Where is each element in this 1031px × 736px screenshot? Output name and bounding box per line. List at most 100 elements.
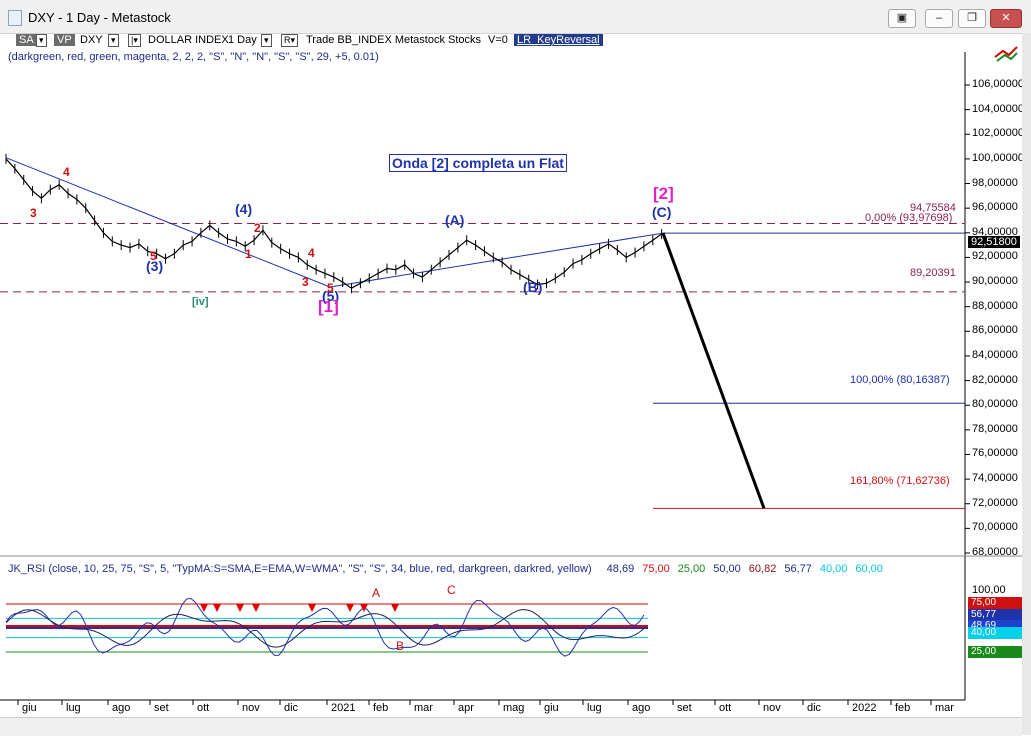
downtrend-line [5, 157, 331, 288]
y-tick-label: 68,00000 [972, 546, 1018, 558]
rsi-ma-line [5, 609, 645, 648]
rsi-down-arrow [213, 604, 221, 612]
rsi-down-arrow [346, 604, 354, 612]
x-tick-label: set [154, 702, 169, 714]
x-tick-label: lug [587, 702, 602, 714]
rsi-legend-value: 60,00 [855, 563, 883, 575]
x-tick-label: dic [807, 702, 822, 714]
rsi-annot-a: A [372, 586, 381, 600]
x-tick-label: nov [242, 702, 260, 714]
x-tick-label: feb [895, 702, 911, 714]
x-tick-label: 2021 [331, 702, 356, 714]
y-tick-label: 70,00000 [972, 521, 1018, 534]
x-tick-label: ott [197, 702, 210, 714]
x-tick-label: ott [719, 702, 732, 714]
x-axis-ticks [17, 700, 932, 705]
x-tick-label: dic [284, 702, 299, 714]
security-name: DOLLAR INDEX [148, 34, 229, 46]
sub-wave-4b-label: 4 [308, 246, 315, 260]
vp-chip[interactable]: VP [54, 34, 75, 46]
rsi-line [5, 597, 645, 657]
rsi-legend-values: 48,69 75,00 25,00 50,00 60,82 56,77 40,00 60,00 [599, 563, 883, 575]
x-tick-label: ago [112, 702, 131, 714]
fib-low-label: 89,20391 [910, 267, 956, 279]
maximize-button[interactable]: ❐ [958, 9, 986, 28]
period-dropdown-icon[interactable]: ▾ [261, 34, 272, 47]
rsi-legend-value: 56,77 [784, 563, 812, 575]
vertical-scrollbar[interactable] [1022, 33, 1031, 735]
price-series [5, 153, 663, 294]
crosshair-icon[interactable] [994, 46, 1018, 62]
wave-4-label: (4) [235, 201, 253, 217]
security-dropdown-icon[interactable]: |▾ [128, 34, 141, 47]
y-tick-label: 96,00000 [972, 201, 1018, 214]
r-button-label: R [284, 35, 291, 45]
trade-text: Trade BB_INDEX Metastock Stocks [306, 34, 482, 46]
window-title: DXY - 1 Day - Metastock [28, 10, 171, 25]
rsi-down-arrow [252, 604, 260, 612]
wave-iv-label: [iv] [192, 296, 209, 308]
fib-100-label: 100,00% (80,16387) [850, 374, 950, 386]
fib-high-label: 94,75584 [910, 202, 956, 214]
rsi-panel [5, 597, 648, 657]
chart-title-box: Onda [2] completa un Flat [389, 154, 567, 172]
y-tick-label: 72,00000 [972, 496, 1018, 509]
y-tick-label: 88,00000 [972, 299, 1018, 312]
rsi-legend-value: 25,00 [677, 563, 706, 575]
y-tick-label: 106,00000 [972, 78, 1024, 90]
rsi-value-box: 25,00 [968, 646, 1025, 658]
wave-3-label: (3) [146, 258, 164, 274]
r-button[interactable]: R▾ [281, 34, 299, 47]
rsi-down-arrow [308, 604, 316, 612]
y-tick-label: 80,00000 [972, 398, 1018, 411]
rsi-legend-value: 40,00 [819, 563, 848, 575]
x-tick-label: giu [544, 702, 559, 714]
minimize-button[interactable]: – [925, 9, 953, 28]
projection-leg [661, 232, 766, 509]
sa-chip[interactable]: SA [16, 34, 37, 46]
projection-line [661, 232, 766, 509]
rsi-value-box: 40,00 [968, 627, 1025, 639]
indicator-link[interactable]: LR_KeyReversal [514, 34, 603, 46]
window-restore-view-button[interactable]: ▣ [888, 9, 916, 28]
x-tick-label: set [677, 702, 692, 714]
fib-161-label: 161,80% (71,62736) [850, 475, 950, 487]
wave-b-label: (B) [523, 279, 543, 295]
y-tick-label: 90,00000 [972, 275, 1018, 288]
rsi-annot-b: B [396, 639, 405, 653]
sub-wave-2-label: 2 [254, 221, 261, 235]
sub-wave-4-label: 4 [63, 165, 70, 179]
y-tick-label: 78,00000 [972, 422, 1018, 435]
sub-wave-1-label: 1 [245, 247, 252, 261]
rsi-down-arrow [236, 604, 244, 612]
horizontal-scrollbar[interactable] [0, 717, 1022, 736]
rsi-down-arrow [391, 604, 399, 612]
indicator-params: (darkgreen, red, green, magenta, 2, 2, 2… [8, 51, 379, 63]
wave-2-primary-label: [2] [653, 184, 674, 203]
x-tick-label: apr [458, 702, 474, 714]
x-tick-label: nov [763, 702, 781, 714]
x-tick-label: mar [414, 702, 433, 714]
chart-toolbar: SA ▾ VP DXY ▾ |▾ DOLLAR INDEX 1 Day ▾ R▾… [0, 33, 1031, 51]
close-button[interactable]: ✕ [990, 9, 1022, 28]
x-tick-label: mar [935, 702, 954, 714]
y-tick-label: 82,00000 [972, 373, 1018, 386]
chevron-down-icon[interactable]: ▾ [36, 34, 47, 47]
y-tick-label: 84,00000 [972, 348, 1018, 361]
y-tick-label: 74,00000 [972, 472, 1018, 485]
y-tick-label: 100,00000 [972, 151, 1024, 164]
wave-a-label: (A) [445, 212, 465, 228]
wave-5-label: (5) [322, 288, 340, 304]
symbol-dropdown-icon[interactable]: ▾ [108, 34, 119, 47]
y-axis-ticks [965, 84, 970, 554]
y-tick-label: 98,00000 [972, 176, 1018, 189]
sub-wave-3-label: 3 [30, 206, 37, 220]
y-tick-label: 92,00000 [972, 250, 1018, 263]
symbol-label: DXY [80, 34, 103, 46]
period-label: 1 Day [228, 34, 257, 46]
fib-zero-label: 0,00% (93,97698) [865, 212, 953, 224]
wave-c-label: (C) [652, 204, 672, 220]
title-bar: DXY - 1 Day - Metastock ▣ – ❐ ✕ [0, 0, 1031, 34]
y-tick-label: 94,00000 [972, 225, 1018, 238]
